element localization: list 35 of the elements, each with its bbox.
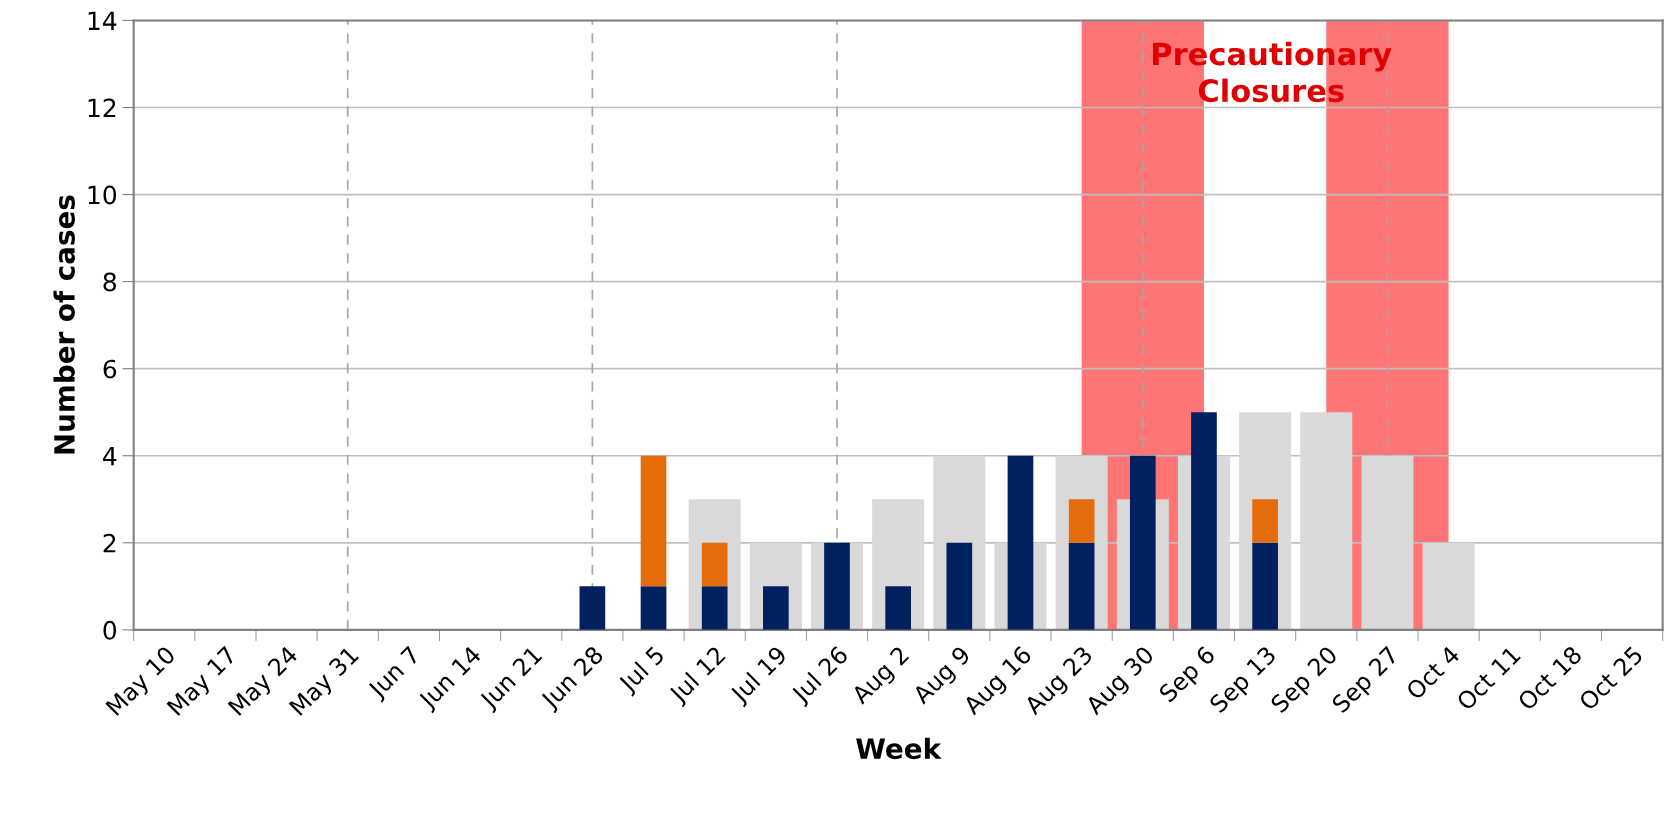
y-tick-label: 4 bbox=[103, 447, 117, 466]
bar bbox=[1068, 499, 1095, 543]
bar bbox=[763, 586, 789, 630]
y-tick-label: 8 bbox=[103, 272, 116, 292]
x-tick-label: Aug 2 bbox=[850, 645, 913, 709]
y-axis-title: Number of cases bbox=[53, 195, 75, 454]
y-tick-label: 12 bbox=[88, 98, 116, 118]
bar bbox=[885, 586, 912, 630]
bar bbox=[640, 586, 667, 630]
bar bbox=[701, 542, 728, 587]
bar bbox=[1068, 542, 1095, 630]
bar bbox=[1129, 455, 1156, 630]
bar bbox=[640, 455, 667, 587]
x-tick-label: Jul 19 bbox=[728, 644, 791, 708]
bar bbox=[579, 586, 606, 630]
bar bbox=[1422, 542, 1475, 630]
y-tick-label: 10 bbox=[88, 185, 117, 205]
bar bbox=[1361, 455, 1414, 630]
x-tick-label: Jul 5 bbox=[616, 645, 669, 697]
y-tick-label: 0 bbox=[103, 620, 117, 640]
x-axis-title: Week bbox=[856, 737, 942, 760]
bar bbox=[946, 542, 973, 630]
bar bbox=[1007, 455, 1034, 630]
y-tick-label: 14 bbox=[88, 11, 117, 30]
bar bbox=[1300, 412, 1353, 630]
bar bbox=[824, 542, 850, 630]
bar bbox=[1252, 499, 1278, 543]
annotation: Precautionary Closures bbox=[1152, 41, 1392, 103]
x-tick-label: Jul 26 bbox=[789, 644, 852, 708]
bar bbox=[1191, 412, 1217, 630]
x-tick-label: Jul 12 bbox=[667, 645, 730, 708]
y-tick-label: 6 bbox=[103, 359, 117, 379]
y-tick-label: 2 bbox=[103, 533, 116, 553]
bar bbox=[701, 586, 728, 630]
bar bbox=[1252, 542, 1278, 630]
